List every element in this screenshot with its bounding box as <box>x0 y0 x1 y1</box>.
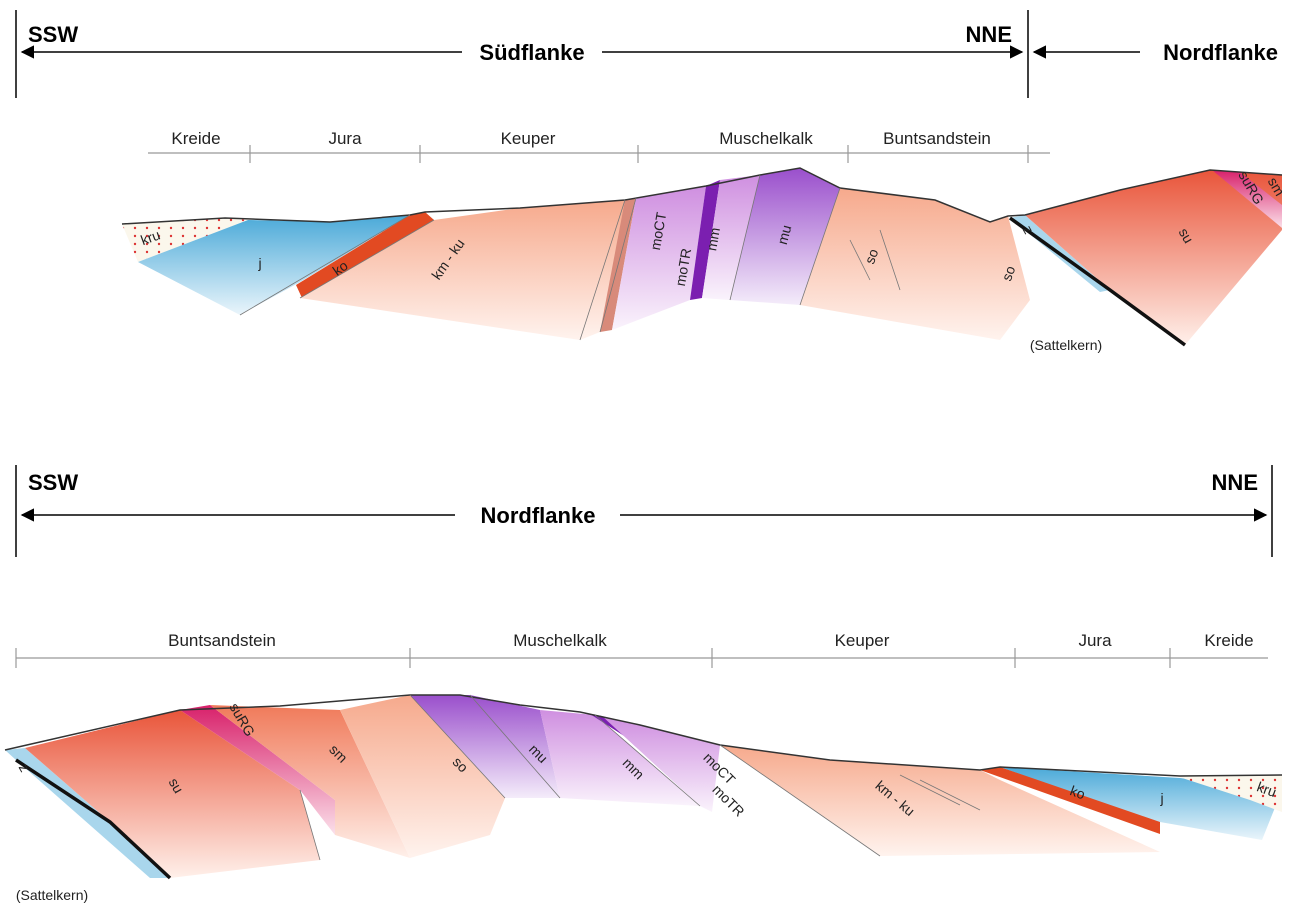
period-label: Keuper <box>501 129 556 148</box>
flank-label: Nordflanke <box>1163 40 1278 65</box>
period-label: Buntsandstein <box>168 631 276 650</box>
cross-section <box>5 695 1282 878</box>
direction-left: SSW <box>28 470 78 495</box>
period-label: Buntsandstein <box>883 129 991 148</box>
flank-label: Nordflanke <box>481 503 596 528</box>
period-label: Jura <box>328 129 362 148</box>
flank-label: Südflanke <box>479 40 584 65</box>
section-bottom: SSW NNE Nordflanke Buntsandstein Muschel… <box>5 465 1282 903</box>
period-label: Kreide <box>1204 631 1253 650</box>
direction-right: NNE <box>966 22 1012 47</box>
direction-right: NNE <box>1212 470 1258 495</box>
period-label: Kreide <box>171 129 220 148</box>
period-label: Muschelkalk <box>719 129 813 148</box>
profile-diagram: SSW NNE Südflanke Nordflanke Kreide Jura… <box>0 0 1290 910</box>
period-label: Muschelkalk <box>513 631 607 650</box>
note: (Sattelkern) <box>1030 337 1102 353</box>
period-label: Keuper <box>835 631 890 650</box>
unit-label: j <box>1159 790 1163 806</box>
direction-left: SSW <box>28 22 78 47</box>
unit-label: moTR <box>709 781 747 819</box>
cross-section <box>122 168 1282 345</box>
note: (Sattelkern) <box>16 887 88 903</box>
section-top: SSW NNE Südflanke Nordflanke Kreide Jura… <box>16 10 1288 353</box>
period-label: Jura <box>1078 631 1112 650</box>
unit-label: j <box>257 255 261 271</box>
period-ruler <box>16 648 1268 668</box>
